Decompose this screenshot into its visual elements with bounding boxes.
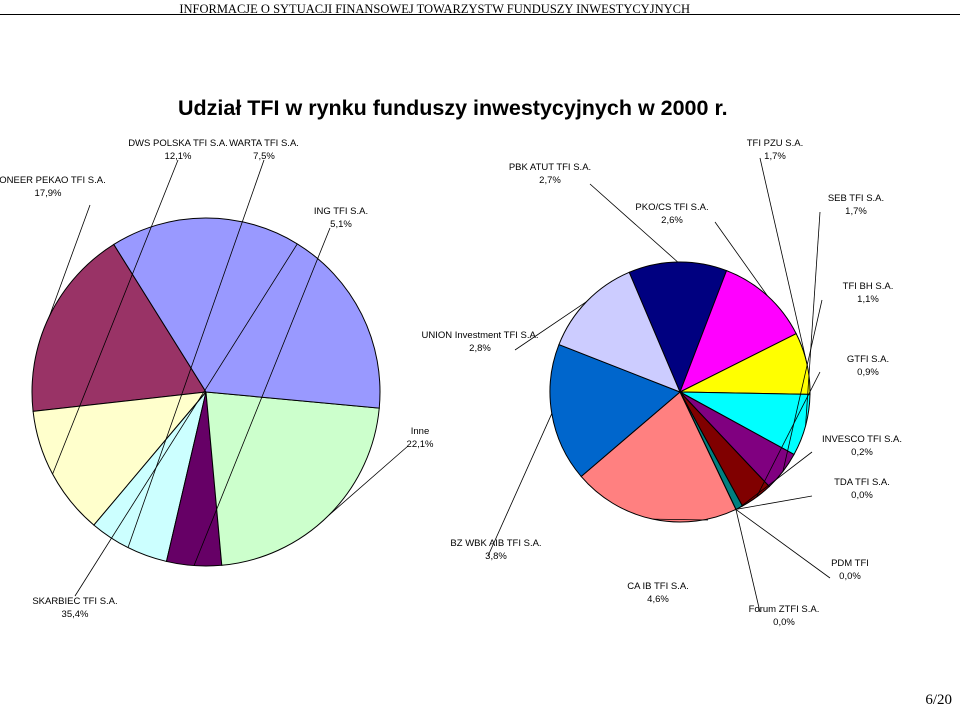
main-leader-inne xyxy=(328,445,409,516)
inne-leader-union-investment-tfi-s-a xyxy=(514,301,588,351)
inne-leader-gtfi-s-a xyxy=(756,371,821,498)
main-label-inne: Inne xyxy=(411,426,430,437)
inne-leader-ca-ib-tfi-s-a xyxy=(652,518,709,521)
inne-value-tfi-bh-s-a: 1,1% xyxy=(857,294,879,305)
main-leader-warta-tfi-s-a xyxy=(127,159,265,548)
main-value-inne: 22,1% xyxy=(407,439,434,450)
inne-leader-seb-tfi-s-a xyxy=(805,211,821,426)
header-rule xyxy=(0,14,960,15)
main-slice-skarbiec-tfi-s-a xyxy=(113,217,381,409)
inne-slice-pko-cs-tfi-s-a xyxy=(679,269,797,394)
main-leader-pioneer-pekao-tfi-s-a xyxy=(49,204,91,317)
main-value-dws-polska-tfi-s-a: 12,1% xyxy=(165,151,192,162)
inne-label-tfi-bh-s-a: TFI BH S.A. xyxy=(843,281,894,292)
page-number: 6/20 xyxy=(925,692,952,708)
inne-value-pbk-atut-tfi-s-a: 2,7% xyxy=(539,175,561,186)
inne-leader-pbk-atut-tfi-s-a xyxy=(589,183,678,263)
inne-leader-forum-ztfi-s-a xyxy=(735,509,761,613)
leader-lines xyxy=(49,157,831,613)
inne-value-tda-tfi-s-a: 0,0% xyxy=(851,490,873,501)
inne-slice-union-investment-tfi-s-a xyxy=(558,271,681,393)
inne-leader-pdm-tfi xyxy=(735,509,831,579)
inne-value-union-investment-tfi-s-a: 2,8% xyxy=(469,343,491,354)
main-slice-pioneer-pekao-tfi-s-a xyxy=(31,243,207,412)
main-value-ing-tfi-s-a: 5,1% xyxy=(330,219,352,230)
main-value-skarbiec-tfi-s-a: 35,4% xyxy=(62,609,89,620)
inne-value-gtfi-s-a: 0,9% xyxy=(857,367,879,378)
slice-labels: PIONEER PEKAO TFI S.A. 17,9% DWS POLSKA TF… xyxy=(0,138,902,628)
inne-value-forum-ztfi-s-a: 0,0% xyxy=(773,617,795,628)
inne-label-pko-cs-tfi-s-a: PKO/CS TFI S.A. xyxy=(635,202,708,213)
main-leader-dws-polska-tfi-s-a xyxy=(52,159,179,475)
inne-value-tfi-pzu-s-a: 1,7% xyxy=(764,151,786,162)
inne-label-gtfi-s-a: GTFI S.A. xyxy=(847,354,889,365)
main-pie xyxy=(31,217,381,567)
main-leader-skarbiec-tfi-s-a xyxy=(74,243,298,597)
inne-leader-tda-tfi-s-a xyxy=(735,495,813,510)
main-label-skarbiec-tfi-s-a: SKARBIEC TFI S.A. xyxy=(32,596,117,607)
inne-label-tda-tfi-s-a: TDA TFI S.A. xyxy=(834,477,890,488)
main-label-ing-tfi-s-a: ING TFI S.A. xyxy=(314,206,368,217)
inne-label-forum-ztfi-s-a: Forum ZTFI S.A. xyxy=(749,604,820,615)
main-slice-inne xyxy=(205,391,380,566)
inne-value-pdm-tfi: 0,0% xyxy=(839,571,861,582)
inne-leader-pko-cs-tfi-s-a xyxy=(714,221,768,296)
main-label-warta-tfi-s-a: WARTA TFI S.A. xyxy=(229,138,299,149)
page-header-text: INFORMACJE O SYTUACJI FINANSOWEJ TOWARZY… xyxy=(179,2,690,16)
inne-label-pdm-tfi: PDM TFI xyxy=(831,558,869,569)
main-leader-ing-tfi-s-a xyxy=(193,227,331,566)
inne-value-seb-tfi-s-a: 1,7% xyxy=(845,206,867,217)
inne-label-invesco-tfi-s-a: INVESCO TFI S.A. xyxy=(822,434,902,445)
inne-label-pbk-atut-tfi-s-a: PBK ATUT TFI S.A. xyxy=(509,162,591,173)
chart-title: Udział TFI w rynku funduszy inwestycyjny… xyxy=(178,96,728,120)
inne-leader-tfi-pzu-s-a xyxy=(759,157,808,364)
main-label-dws-polska-tfi-s-a: DWS POLSKA TFI S.A. xyxy=(128,138,228,149)
inne-leader-tfi-bh-s-a xyxy=(782,299,823,472)
inne-value-bz-wbk-aib-tfi-s-a: 3,8% xyxy=(485,551,507,562)
inne-value-ca-ib-tfi-s-a: 4,6% xyxy=(647,594,669,605)
page-header: INFORMACJE O SYTUACJI FINANSOWEJ TOWARZY… xyxy=(0,0,960,17)
inne-value-pko-cs-tfi-s-a: 2,6% xyxy=(661,215,683,226)
inne-label-bz-wbk-aib-tfi-s-a: BZ WBK AIB TFI S.A. xyxy=(450,538,541,549)
inne-label-ca-ib-tfi-s-a: CA IB TFI S.A. xyxy=(627,581,689,592)
inne-breakdown-pie xyxy=(549,261,811,523)
inne-label-seb-tfi-s-a: SEB TFI S.A. xyxy=(828,193,884,204)
inne-label-tfi-pzu-s-a: TFI PZU S.A. xyxy=(747,138,803,149)
main-value-pioneer-pekao-tfi-s-a: 17,9% xyxy=(35,188,62,199)
inne-value-invesco-tfi-s-a: 0,2% xyxy=(851,447,873,458)
main-value-warta-tfi-s-a: 7,5% xyxy=(253,151,275,162)
inne-label-union-investment-tfi-s-a: UNION Investment TFI S.A. xyxy=(421,330,538,341)
main-label-pioneer-pekao-tfi-s-a: PIONEER PEKAO TFI S.A. xyxy=(0,175,106,186)
inne-slice-bz-wbk-aib-tfi-s-a xyxy=(549,343,681,478)
inne-leader-bz-wbk-aib-tfi-s-a xyxy=(487,413,553,557)
inne-slice-pbk-atut-tfi-s-a xyxy=(628,261,728,394)
inne-leader-invesco-tfi-s-a xyxy=(738,451,813,509)
